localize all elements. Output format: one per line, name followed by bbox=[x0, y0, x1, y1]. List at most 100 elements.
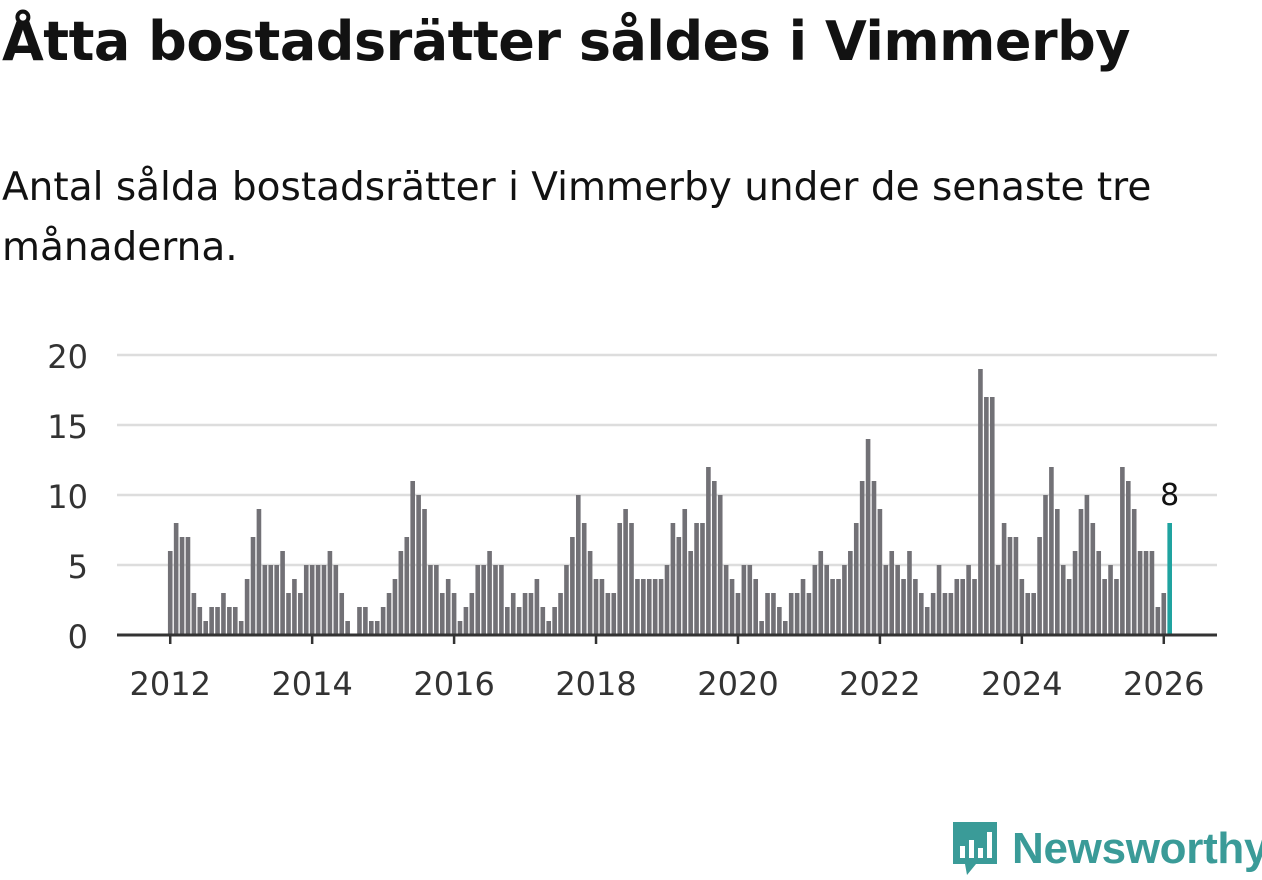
bar bbox=[1066, 579, 1072, 635]
bar bbox=[836, 579, 841, 635]
bar bbox=[475, 565, 481, 635]
bar bbox=[706, 467, 711, 635]
bar bbox=[753, 579, 759, 635]
bar bbox=[777, 607, 782, 635]
newsworthy-logo-icon bbox=[953, 822, 997, 875]
bar bbox=[978, 369, 983, 635]
bar bbox=[788, 593, 794, 635]
bar bbox=[327, 551, 333, 635]
y-tick-label-5: 5 bbox=[68, 548, 88, 586]
bar bbox=[552, 607, 557, 635]
bar bbox=[374, 621, 380, 635]
bar bbox=[948, 593, 954, 635]
bar bbox=[782, 621, 788, 635]
bar bbox=[215, 607, 220, 635]
y-tick-label-0: 0 bbox=[68, 618, 88, 656]
bar bbox=[262, 565, 268, 635]
y-tick-label-20: 20 bbox=[47, 338, 88, 376]
bar bbox=[901, 579, 906, 635]
bar bbox=[924, 607, 930, 635]
bar bbox=[1043, 495, 1048, 635]
bar bbox=[1149, 551, 1155, 635]
bar bbox=[907, 551, 912, 635]
bar bbox=[558, 593, 563, 635]
bar bbox=[960, 579, 966, 635]
bar bbox=[286, 593, 291, 635]
bar bbox=[871, 481, 877, 635]
bar bbox=[1120, 467, 1125, 635]
bar bbox=[534, 579, 540, 635]
bar bbox=[794, 593, 800, 635]
y-tick-label-15: 15 bbox=[47, 408, 88, 446]
bar bbox=[203, 621, 209, 635]
bar bbox=[747, 565, 753, 635]
bar bbox=[398, 551, 404, 635]
bar bbox=[221, 593, 226, 635]
bar bbox=[540, 607, 546, 635]
bar bbox=[735, 593, 741, 635]
bar bbox=[830, 579, 835, 635]
bar bbox=[611, 593, 617, 635]
bar bbox=[641, 579, 646, 635]
bar bbox=[227, 607, 232, 635]
bar bbox=[688, 551, 693, 635]
bar bbox=[244, 579, 250, 635]
bar bbox=[173, 523, 179, 635]
bar bbox=[321, 565, 327, 635]
bars bbox=[167, 369, 1172, 635]
bar bbox=[800, 579, 806, 635]
bar bbox=[1060, 565, 1066, 635]
brand-name: Newsworthy bbox=[1012, 824, 1262, 873]
bar bbox=[505, 607, 510, 635]
x-tick-label-2012: 2012 bbox=[130, 665, 211, 703]
bar bbox=[1055, 509, 1060, 635]
bar bbox=[363, 607, 368, 635]
bar bbox=[457, 621, 463, 635]
x-tick-label-2022: 2022 bbox=[839, 665, 920, 703]
bar bbox=[670, 523, 676, 635]
bar bbox=[966, 565, 971, 635]
bar bbox=[883, 565, 889, 635]
bar bbox=[682, 509, 688, 635]
bar bbox=[818, 551, 824, 635]
bar bbox=[984, 397, 989, 635]
bar bbox=[1001, 523, 1007, 635]
x-tick-label-2018: 2018 bbox=[555, 665, 636, 703]
bar bbox=[439, 593, 445, 635]
bar bbox=[510, 593, 516, 635]
x-tick-label-2016: 2016 bbox=[413, 665, 494, 703]
bar bbox=[268, 565, 274, 635]
bar bbox=[635, 579, 640, 635]
bar bbox=[404, 537, 410, 635]
bar bbox=[416, 495, 421, 635]
bar bbox=[806, 593, 812, 635]
bar bbox=[1125, 481, 1131, 635]
bar bbox=[410, 481, 416, 635]
bar bbox=[629, 523, 634, 635]
bar bbox=[1031, 593, 1036, 635]
y-tick-label-10: 10 bbox=[47, 478, 88, 516]
bar bbox=[309, 565, 315, 635]
bar bbox=[587, 551, 593, 635]
bar bbox=[1131, 509, 1137, 635]
bar bbox=[1137, 551, 1143, 635]
bar bbox=[357, 607, 362, 635]
bar bbox=[918, 593, 924, 635]
bar bbox=[652, 579, 658, 635]
bar bbox=[853, 523, 859, 635]
bar bbox=[298, 593, 303, 635]
bar bbox=[824, 565, 829, 635]
bar bbox=[522, 593, 528, 635]
bar bbox=[575, 495, 581, 635]
bar bbox=[463, 607, 469, 635]
bar bbox=[658, 579, 664, 635]
bar bbox=[759, 621, 764, 635]
x-tick-label-2024: 2024 bbox=[981, 665, 1062, 703]
bar bbox=[564, 565, 569, 635]
x-axis-ticks: 2012 2014 2016 2018 2020 2022 2024 2026 bbox=[130, 635, 1204, 703]
bar bbox=[386, 593, 392, 635]
bar bbox=[451, 593, 457, 635]
bar bbox=[481, 565, 486, 635]
bar bbox=[741, 565, 747, 635]
bar bbox=[1090, 523, 1096, 635]
